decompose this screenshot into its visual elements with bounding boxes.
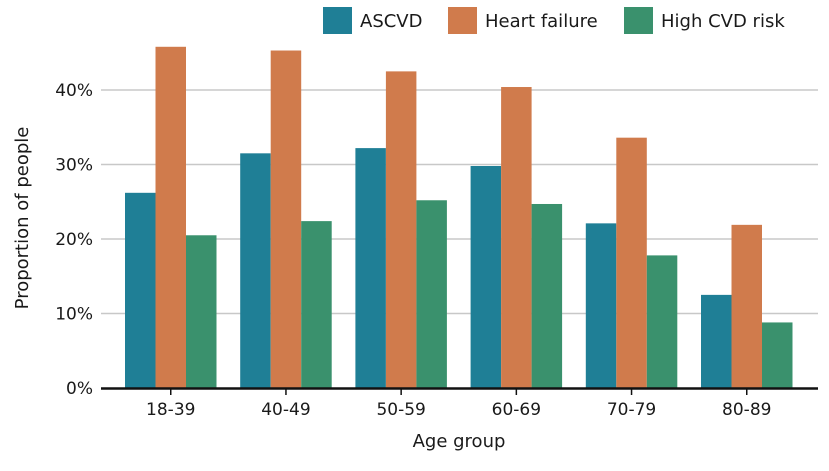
bar [470, 165, 502, 388]
bar [531, 203, 563, 388]
bar [240, 153, 271, 388]
bar [416, 200, 447, 388]
y-tick-label: 30% [55, 156, 93, 176]
y-tick-label: 10% [55, 305, 93, 325]
bar [731, 224, 762, 388]
x-tick-label: 40-49 [261, 400, 310, 420]
bar [762, 322, 793, 388]
bar [270, 50, 302, 388]
y-tick-label: 0% [66, 379, 93, 399]
x-tick-label: 50-59 [376, 400, 425, 420]
bar [186, 235, 217, 388]
x-tick-labels: 18-39 40-49 50-59 60-69 70-79 80-89 [146, 388, 771, 420]
bar [125, 192, 156, 388]
bar [616, 137, 647, 388]
x-tick-label: 60-69 [492, 400, 541, 420]
legend-label: Heart failure [485, 11, 598, 32]
bar [155, 46, 186, 388]
legend-swatch [448, 7, 477, 34]
bar [646, 255, 678, 388]
legend-swatch [323, 7, 352, 34]
bar [701, 294, 732, 388]
x-tick-label: 18-39 [146, 400, 195, 420]
y-tick-label: 40% [55, 81, 93, 101]
x-axis-title: Age group [413, 431, 506, 452]
x-tick-label: 80-89 [722, 400, 771, 420]
legend: ASCVD Heart failure High CVD risk [323, 7, 785, 34]
bars [125, 46, 793, 389]
y-tick-labels: 0% 10% 20% 30% 40% [55, 81, 93, 399]
bar [585, 223, 617, 388]
y-tick-label: 20% [55, 230, 93, 250]
gridlines [101, 89, 818, 315]
legend-label: High CVD risk [661, 11, 785, 32]
legend-label: ASCVD [360, 11, 422, 32]
bar [501, 87, 532, 389]
bar [355, 148, 386, 388]
bar [385, 71, 417, 388]
bar [301, 221, 332, 388]
legend-swatch [624, 7, 653, 34]
y-axis-title: Proportion of people [12, 127, 33, 310]
x-tick-label: 70-79 [607, 400, 656, 420]
